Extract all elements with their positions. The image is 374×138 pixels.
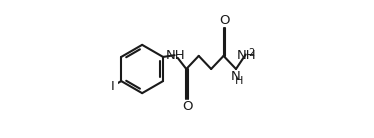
Text: NH: NH [237, 49, 257, 62]
Text: NH: NH [165, 49, 185, 62]
Text: 2: 2 [248, 48, 255, 58]
Text: I: I [110, 80, 114, 93]
Text: O: O [219, 14, 230, 26]
Text: N: N [231, 70, 241, 83]
Text: O: O [182, 100, 193, 113]
Text: H: H [235, 76, 243, 86]
